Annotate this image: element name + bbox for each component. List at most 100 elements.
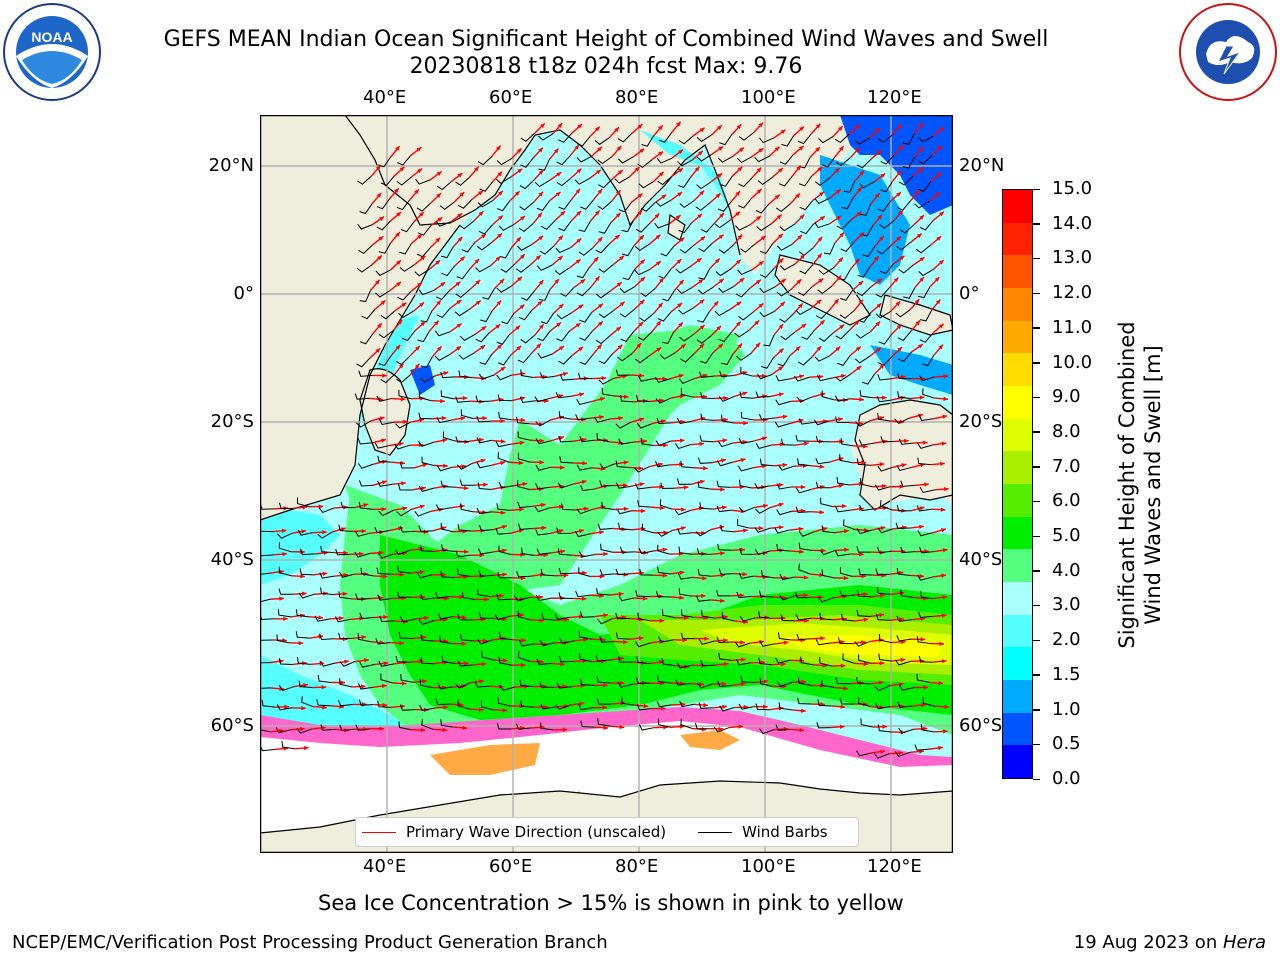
wind-barb bbox=[799, 200, 814, 211]
wave-arrow-head bbox=[914, 299, 920, 304]
wind-barb bbox=[714, 220, 730, 229]
wind-barb bbox=[896, 465, 912, 472]
wave-arrow-head bbox=[763, 503, 768, 509]
wind-barb bbox=[738, 312, 754, 321]
wave-arrow-head bbox=[854, 320, 860, 326]
wind-barb bbox=[756, 223, 772, 232]
wind-barb bbox=[517, 452, 531, 463]
wave-arrow-head bbox=[520, 662, 526, 668]
wind-barb bbox=[441, 265, 455, 277]
wave-arrow-head bbox=[899, 255, 905, 261]
wind-barb bbox=[538, 159, 550, 171]
wind-barb bbox=[799, 264, 814, 275]
wind-barb bbox=[877, 527, 893, 534]
primary-wave-swatch bbox=[362, 831, 396, 833]
wind-barb bbox=[676, 417, 692, 425]
wind-barb bbox=[794, 375, 810, 382]
wave-arrow-head bbox=[519, 613, 524, 618]
wave-arrow-head bbox=[436, 300, 441, 306]
wind-barb bbox=[779, 594, 795, 601]
wind-barb bbox=[518, 309, 533, 321]
wind-barb bbox=[576, 136, 591, 147]
wind-barb bbox=[854, 137, 870, 145]
wind-barb bbox=[798, 286, 813, 296]
wind-barb bbox=[314, 615, 330, 622]
wave-arrow-head bbox=[436, 193, 442, 198]
wind-barb bbox=[834, 550, 850, 557]
wind-barb bbox=[636, 677, 651, 684]
wind-barb bbox=[637, 612, 651, 622]
wave-arrow-head bbox=[414, 189, 419, 195]
wind-barb bbox=[736, 156, 753, 164]
wind-barb bbox=[675, 266, 691, 274]
wave-arrow-head bbox=[679, 394, 685, 399]
wave-arrow-head bbox=[797, 234, 803, 240]
wave-arrow-head bbox=[378, 550, 384, 555]
wind-barb bbox=[478, 612, 493, 619]
wind-barb bbox=[615, 421, 631, 429]
wave-arrow-head bbox=[721, 458, 726, 463]
wind-barb bbox=[517, 610, 531, 621]
wind-barb bbox=[917, 457, 931, 466]
colorbar-tick-label: 6.0 bbox=[1052, 490, 1081, 512]
wind-barb bbox=[319, 587, 334, 596]
wave-arrow-head bbox=[900, 657, 906, 663]
wind-barb bbox=[678, 546, 692, 555]
wind-barb bbox=[880, 154, 895, 165]
wind-barb bbox=[440, 522, 454, 533]
wind-barb bbox=[478, 524, 494, 532]
wave-arrow-head bbox=[563, 573, 569, 578]
wave-arrow-head bbox=[723, 661, 729, 667]
wave-arrow-head bbox=[603, 613, 609, 618]
wind-barb bbox=[900, 589, 914, 598]
wave-arrow-head bbox=[897, 124, 902, 130]
wind-barb bbox=[754, 527, 770, 533]
wave-arrow-head bbox=[798, 145, 804, 151]
wind-barb bbox=[798, 531, 815, 537]
wind-barb bbox=[858, 697, 871, 708]
wind-barb bbox=[520, 334, 536, 344]
wind-barb bbox=[499, 247, 513, 259]
wind-barb bbox=[599, 463, 615, 469]
wave-arrow-head bbox=[819, 320, 825, 325]
wind-barb bbox=[299, 548, 315, 556]
wind-barb bbox=[860, 718, 874, 728]
wind-barb bbox=[361, 309, 376, 320]
wind-barb bbox=[359, 661, 375, 668]
wind-barb bbox=[639, 568, 654, 576]
wave-arrow-head bbox=[879, 364, 885, 369]
wind-barb bbox=[476, 437, 492, 444]
wind-barb bbox=[460, 503, 474, 513]
wind-barb bbox=[375, 290, 391, 298]
wind-barb bbox=[436, 465, 453, 472]
wind-barb bbox=[458, 370, 473, 378]
wind-barb bbox=[902, 157, 915, 169]
wind-barb bbox=[800, 223, 814, 235]
wave-arrow-head bbox=[874, 256, 879, 261]
wind-barb bbox=[516, 244, 533, 251]
wind-barb bbox=[359, 290, 371, 303]
wind-barb bbox=[278, 566, 292, 577]
wave-arrow-head bbox=[740, 682, 746, 687]
wind-barb bbox=[377, 700, 391, 708]
wind-barb bbox=[696, 335, 712, 344]
wind-barb bbox=[456, 463, 473, 470]
wave-arrow-head bbox=[639, 235, 644, 241]
wave-arrow-head bbox=[400, 460, 406, 466]
wind-barb bbox=[636, 656, 650, 664]
wind-barb bbox=[358, 501, 373, 510]
wind-barb bbox=[700, 413, 714, 421]
wave-arrow-head bbox=[863, 661, 869, 667]
wind-barb bbox=[902, 133, 915, 145]
wind-barb bbox=[657, 544, 670, 555]
wind-barb bbox=[660, 482, 675, 489]
wind-barb bbox=[754, 482, 770, 490]
wind-barb bbox=[594, 137, 610, 145]
wind-barb bbox=[596, 698, 611, 705]
wind-barb bbox=[436, 417, 452, 424]
lon-label-bottom: 80°E bbox=[615, 856, 659, 877]
colorbar-tick-mark bbox=[1033, 257, 1040, 260]
wave-arrow-head bbox=[558, 235, 563, 241]
wind-barb bbox=[780, 614, 795, 622]
wave-arrow-head bbox=[657, 462, 663, 467]
